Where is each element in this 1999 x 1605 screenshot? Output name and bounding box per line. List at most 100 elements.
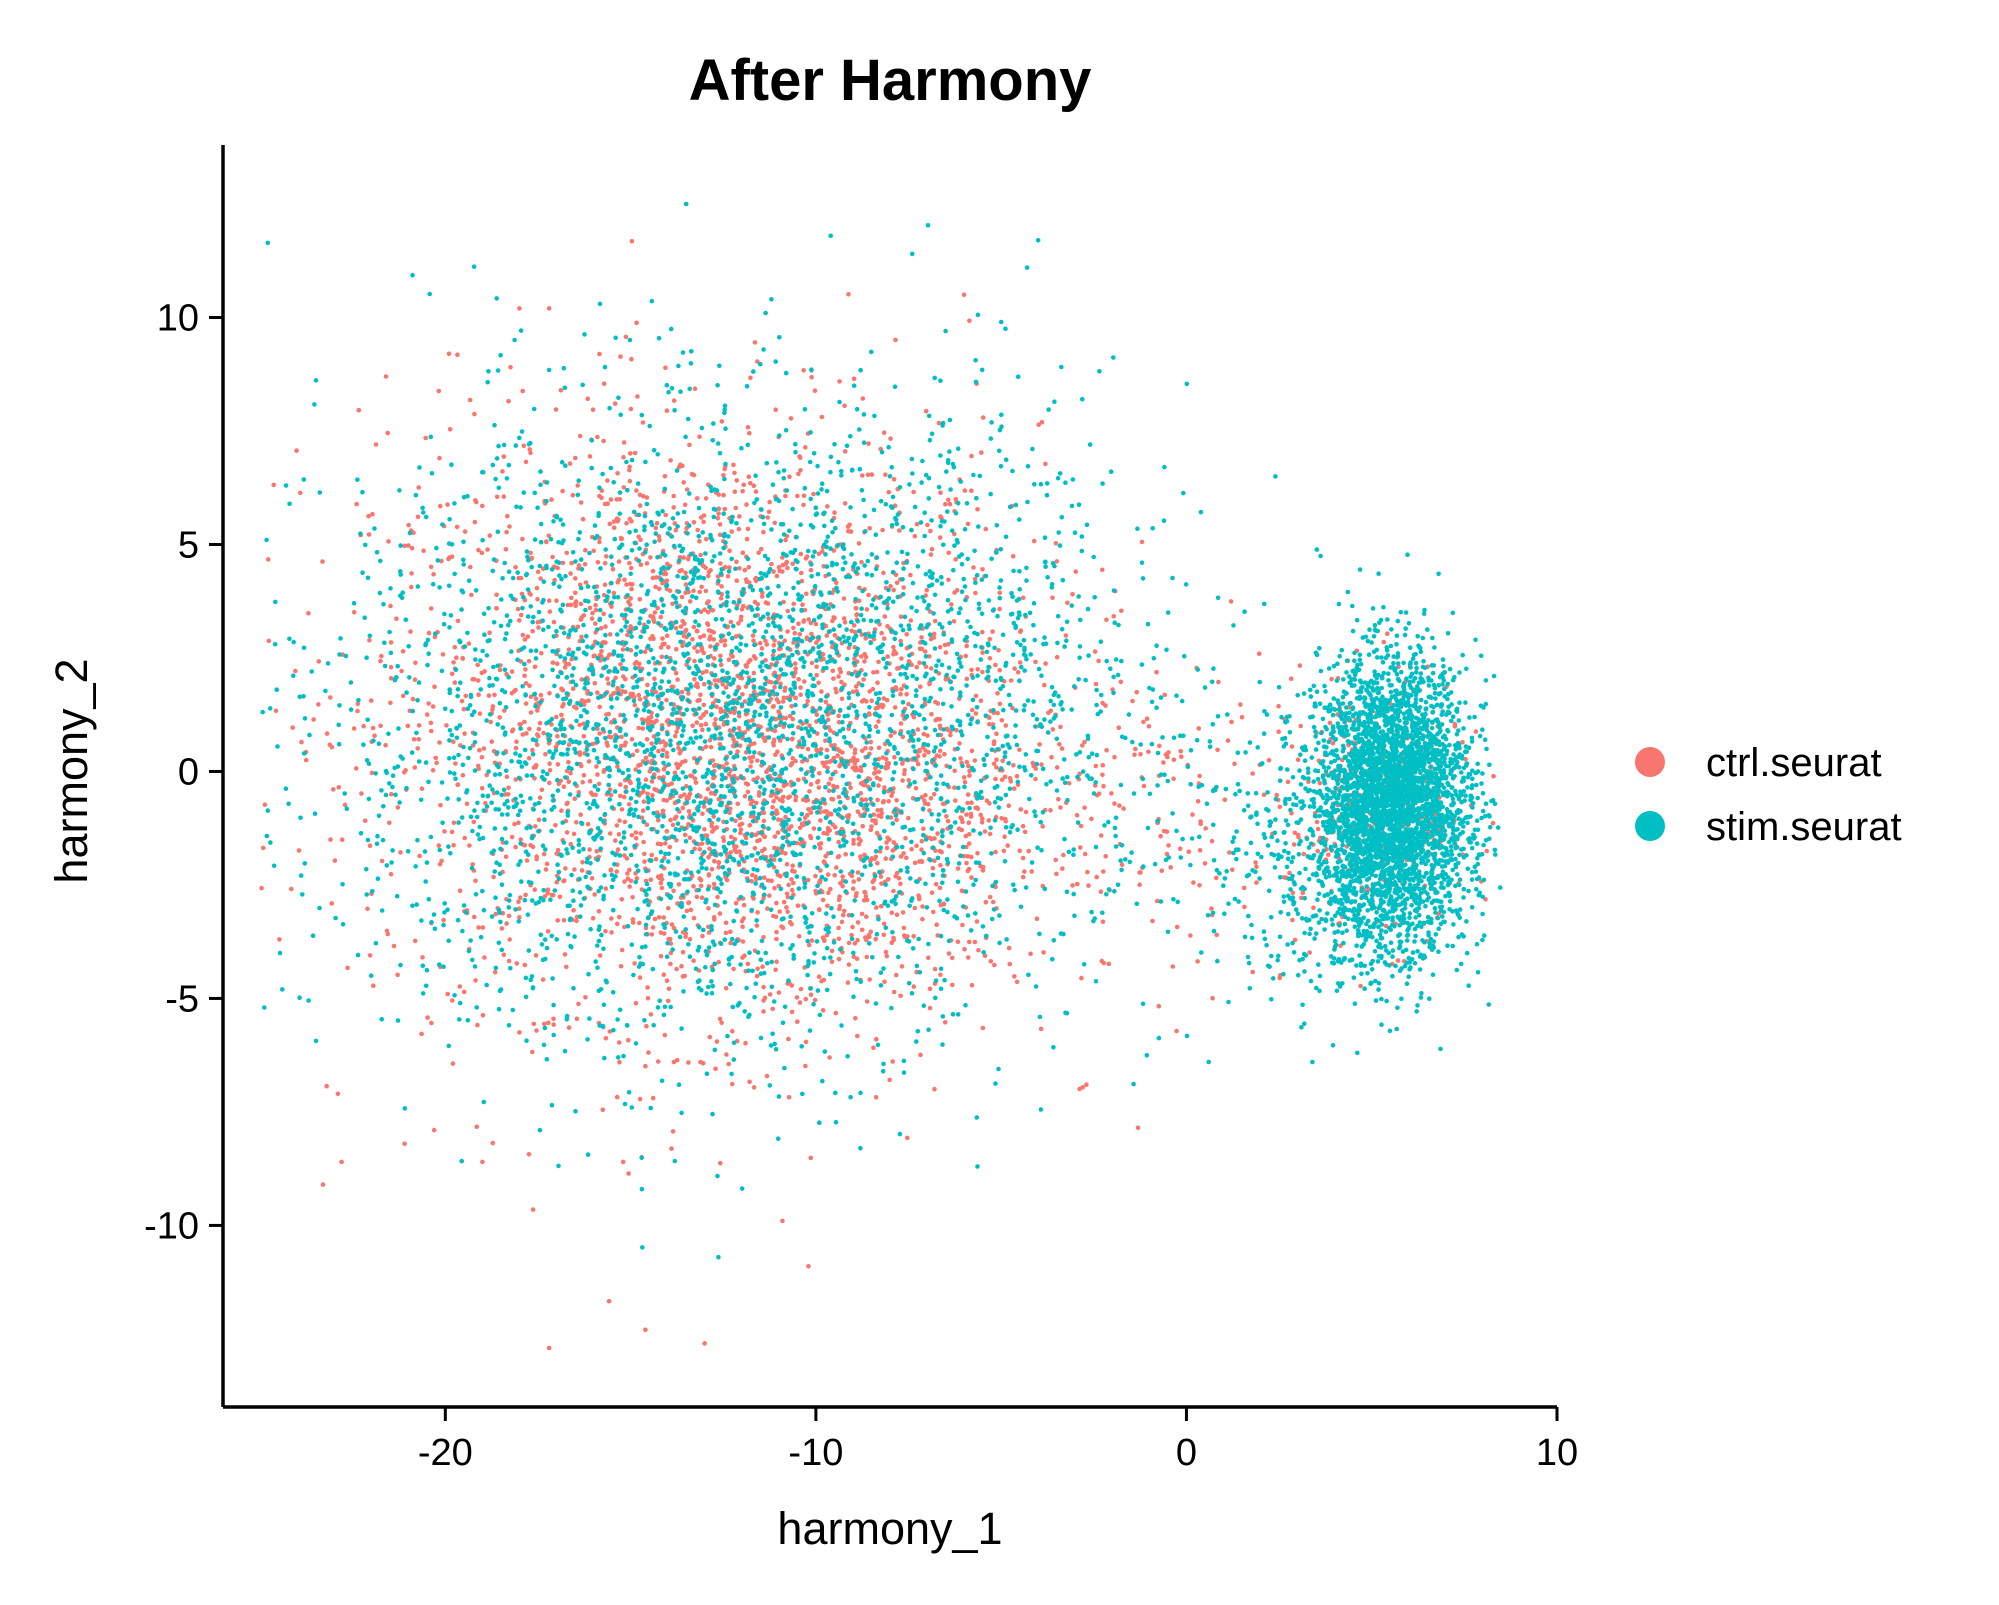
- data-point: [1326, 852, 1331, 858]
- data-point: [788, 416, 794, 421]
- data-point: [691, 472, 697, 478]
- data-point: [990, 629, 995, 634]
- data-point: [865, 558, 871, 564]
- data-point: [694, 496, 700, 501]
- data-point: [388, 603, 393, 609]
- data-point: [316, 702, 321, 707]
- data-point: [673, 929, 679, 934]
- data-point: [755, 698, 761, 704]
- data-point: [771, 703, 776, 709]
- data-point: [842, 449, 848, 454]
- data-point: [299, 739, 304, 745]
- data-point: [843, 805, 848, 811]
- data-point: [773, 967, 778, 973]
- data-point: [933, 881, 939, 887]
- data-point: [417, 465, 422, 470]
- data-point: [832, 743, 837, 748]
- data-point: [633, 651, 639, 657]
- data-point: [770, 1006, 775, 1012]
- data-point: [1274, 792, 1279, 798]
- data-point: [1100, 567, 1105, 573]
- data-point: [463, 693, 469, 699]
- data-point: [354, 766, 359, 771]
- data-point: [287, 501, 292, 507]
- data-point: [260, 845, 266, 851]
- data-point: [762, 846, 767, 852]
- data-point: [867, 977, 872, 982]
- data-point: [476, 925, 481, 930]
- data-point: [731, 462, 736, 468]
- data-point: [912, 533, 918, 539]
- data-point: [643, 777, 649, 782]
- data-point: [672, 660, 678, 665]
- data-point: [707, 760, 713, 766]
- data-point: [969, 748, 975, 754]
- data-point: [1039, 673, 1044, 678]
- data-point: [1300, 890, 1306, 896]
- data-point: [1059, 514, 1065, 520]
- data-point: [687, 581, 693, 586]
- data-point: [914, 521, 920, 527]
- data-point: [578, 812, 583, 817]
- data-point: [582, 707, 587, 713]
- data-point: [921, 717, 927, 722]
- data-point: [649, 932, 655, 937]
- data-point: [761, 521, 767, 527]
- data-point: [547, 761, 552, 766]
- data-point: [866, 441, 871, 446]
- data-point: [820, 549, 825, 554]
- data-point: [935, 818, 941, 823]
- data-point: [711, 827, 717, 832]
- data-point: [786, 1036, 791, 1042]
- data-point: [538, 469, 543, 474]
- data-point: [1250, 771, 1255, 776]
- data-point: [742, 567, 748, 573]
- data-point: [621, 485, 627, 490]
- data-point: [664, 798, 670, 803]
- data-point: [759, 759, 765, 765]
- data-point: [351, 600, 357, 606]
- data-point: [653, 584, 658, 590]
- data-point: [924, 587, 929, 593]
- data-point: [1093, 681, 1099, 687]
- data-point: [1490, 820, 1496, 826]
- data-point: [754, 923, 760, 928]
- data-point: [873, 1095, 879, 1100]
- data-point: [1164, 829, 1170, 834]
- data-point: [700, 563, 706, 569]
- data-point: [873, 936, 878, 942]
- data-point: [665, 998, 671, 1004]
- data-point: [533, 953, 539, 958]
- data-point: [1186, 849, 1192, 854]
- data-point: [649, 779, 655, 784]
- data-point: [517, 915, 522, 920]
- data-point: [762, 856, 768, 861]
- data-point: [1051, 1045, 1056, 1050]
- data-point: [893, 972, 899, 978]
- data-point: [457, 984, 463, 989]
- data-point: [1491, 773, 1496, 779]
- data-point: [779, 805, 785, 810]
- data-point: [670, 666, 676, 671]
- data-point: [701, 681, 707, 687]
- data-point: [932, 858, 937, 863]
- data-point: [828, 469, 833, 475]
- data-point: [1093, 763, 1099, 769]
- data-point: [506, 462, 512, 468]
- data-point: [406, 522, 411, 528]
- data-point: [351, 726, 357, 731]
- data-point: [814, 672, 819, 678]
- data-point: [851, 623, 857, 628]
- data-point: [722, 642, 728, 648]
- data-point: [730, 654, 735, 659]
- data-point: [504, 631, 509, 636]
- data-point: [623, 740, 628, 745]
- data-point: [702, 827, 707, 832]
- data-point: [764, 769, 769, 775]
- data-point: [881, 921, 887, 927]
- data-point: [997, 590, 1002, 596]
- data-point: [858, 838, 863, 844]
- data-point: [536, 625, 541, 630]
- data-point: [549, 567, 555, 572]
- data-point: [648, 877, 654, 882]
